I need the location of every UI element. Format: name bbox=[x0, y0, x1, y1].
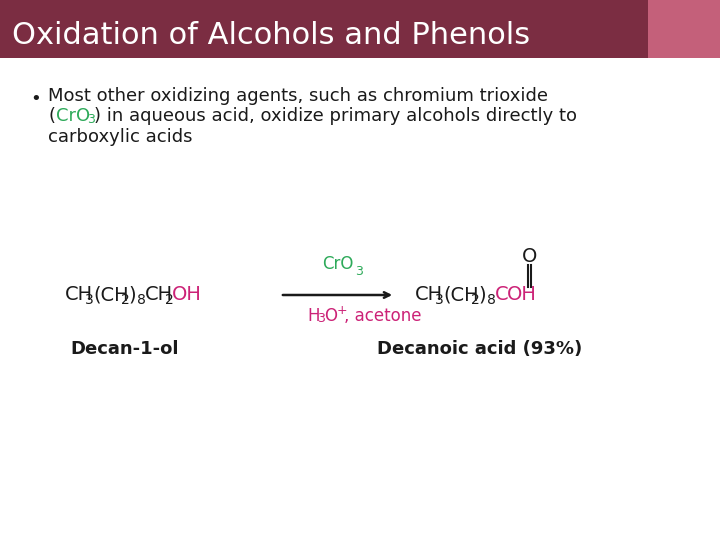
Text: Most other oxidizing agents, such as chromium trioxide: Most other oxidizing agents, such as chr… bbox=[48, 87, 548, 105]
Text: CrO: CrO bbox=[322, 255, 354, 273]
Text: (CH: (CH bbox=[93, 286, 129, 305]
Text: carboxylic acids: carboxylic acids bbox=[48, 128, 192, 146]
Text: 8: 8 bbox=[137, 293, 146, 307]
Text: OH: OH bbox=[507, 286, 537, 305]
Text: CH: CH bbox=[145, 286, 173, 305]
Text: 2: 2 bbox=[165, 293, 174, 307]
FancyBboxPatch shape bbox=[0, 0, 720, 58]
Text: CH: CH bbox=[415, 286, 443, 305]
Text: 2: 2 bbox=[121, 293, 130, 307]
Text: 3: 3 bbox=[87, 113, 95, 126]
Text: +: + bbox=[336, 304, 347, 317]
Text: •: • bbox=[30, 90, 41, 108]
Text: OH: OH bbox=[172, 286, 202, 305]
Text: ): ) bbox=[128, 286, 135, 305]
Text: 3: 3 bbox=[356, 265, 364, 278]
Text: H: H bbox=[307, 307, 320, 325]
Text: 3: 3 bbox=[435, 293, 444, 307]
Text: ) in aqueous acid, oxidize primary alcohols directly to: ) in aqueous acid, oxidize primary alcoh… bbox=[94, 107, 577, 125]
Text: (: ( bbox=[48, 107, 55, 125]
Text: 3: 3 bbox=[85, 293, 94, 307]
FancyBboxPatch shape bbox=[648, 0, 720, 58]
Text: ): ) bbox=[478, 286, 485, 305]
Text: , acetone: , acetone bbox=[343, 307, 421, 325]
Text: Decanoic acid (93%): Decanoic acid (93%) bbox=[377, 340, 582, 358]
Text: 3: 3 bbox=[318, 312, 325, 325]
Text: C: C bbox=[495, 286, 508, 305]
Text: Oxidation of Alcohols and Phenols: Oxidation of Alcohols and Phenols bbox=[12, 21, 530, 50]
Text: 2: 2 bbox=[471, 293, 480, 307]
Text: CrO: CrO bbox=[56, 107, 90, 125]
Text: CH: CH bbox=[65, 286, 93, 305]
Text: Decan-1-ol: Decan-1-ol bbox=[71, 340, 179, 358]
Text: O: O bbox=[325, 307, 338, 325]
Text: O: O bbox=[522, 247, 537, 267]
Text: 8: 8 bbox=[487, 293, 496, 307]
Text: (CH: (CH bbox=[443, 286, 479, 305]
